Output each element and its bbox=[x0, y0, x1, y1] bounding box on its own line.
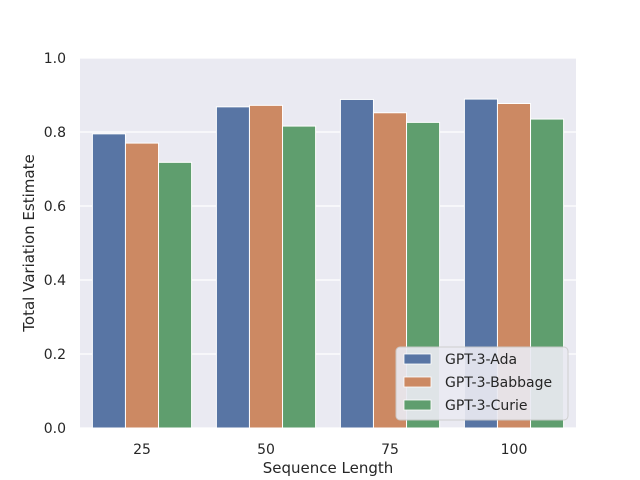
legend-label: GPT-3-Ada bbox=[445, 352, 517, 368]
y-tick-label: 0.6 bbox=[44, 199, 66, 215]
x-tick-label: 50 bbox=[257, 442, 275, 458]
bars bbox=[91, 98, 565, 429]
legend-box bbox=[395, 346, 569, 421]
legend-swatch bbox=[403, 376, 432, 388]
x-tick-label: 100 bbox=[501, 442, 528, 458]
legend: GPT-3-Ada GPT-3-Babbage GPT-3-Curie bbox=[395, 346, 569, 421]
bar bbox=[248, 104, 284, 429]
x-tick-label: 25 bbox=[133, 442, 151, 458]
bar bbox=[215, 106, 250, 429]
bar bbox=[158, 161, 193, 429]
y-axis-label: Total Variation Estimate bbox=[20, 154, 38, 332]
y-tick-label: 0.4 bbox=[44, 273, 66, 289]
legend-label: GPT-3-Babbage bbox=[445, 375, 552, 391]
y-tick-label: 0.0 bbox=[44, 421, 66, 437]
x-tick-label: 75 bbox=[381, 442, 399, 458]
y-tick-label: 0.8 bbox=[44, 125, 66, 141]
y-tick-label: 0.2 bbox=[44, 347, 66, 363]
y-tick-label: 1.0 bbox=[44, 51, 66, 67]
x-axis-ticks: 25 50 75 100 bbox=[133, 442, 527, 458]
bar bbox=[282, 125, 317, 429]
bar bbox=[124, 142, 160, 429]
y-axis-ticks: 0.0 0.2 0.4 0.6 0.8 1.0 bbox=[44, 51, 66, 437]
legend-swatch bbox=[403, 353, 432, 365]
bar bbox=[339, 98, 374, 429]
x-axis-label: Sequence Length bbox=[263, 459, 394, 477]
legend-label: GPT-3-Curie bbox=[445, 398, 527, 414]
legend-swatch bbox=[403, 399, 432, 411]
bar bbox=[91, 133, 126, 429]
